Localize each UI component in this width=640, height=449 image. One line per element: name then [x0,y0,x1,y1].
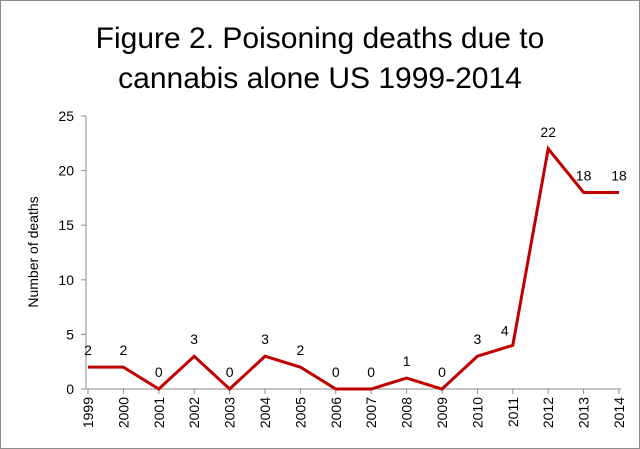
x-tick-label: 2001 [151,397,167,428]
data-label: 18 [576,167,592,183]
data-label: 2 [120,342,128,358]
x-tick-label: 2006 [328,397,344,428]
data-label: 0 [226,364,234,380]
x-tick-label: 2008 [399,397,415,428]
y-tick-label: 0 [66,381,74,397]
x-tick-label: 1999 [80,397,96,428]
data-label: 4 [501,322,509,338]
y-tick-label: 15 [58,217,74,233]
series-line [88,145,619,392]
x-tick-label: 2009 [434,397,450,428]
data-label: 2 [84,342,92,358]
data-label: 3 [474,331,482,347]
y-axis-label: Number of deaths [25,196,41,307]
series-layer [87,145,620,392]
y-tick-label: 20 [58,163,74,179]
x-tick-label: 2003 [222,397,238,428]
x-tick-label: 2004 [257,397,273,428]
x-tick-label: 2002 [186,397,202,428]
data-label: 0 [332,364,340,380]
x-tick-label: 2013 [576,397,592,428]
data-label: 0 [155,364,163,380]
data-label: 3 [190,331,198,347]
y-tick-label: 10 [58,272,74,288]
x-tick-label: 2011 [505,397,521,427]
x-tick-label: 2014 [611,397,627,428]
chart-title-line-1: Figure 2. Poisoning deaths due to [96,22,545,55]
x-tick-label: 2012 [540,397,556,428]
x-axis-ticks: 1999 2000 2001 2002 2003 2004 2005 2006 2007 2008… [80,389,627,428]
x-tick-label: 2000 [115,397,131,428]
data-label: 0 [367,364,375,380]
data-label: 18 [611,167,627,183]
data-label: 1 [403,353,411,369]
data-label: 0 [438,364,446,380]
y-tick-label: 25 [58,108,74,124]
data-label: 3 [261,331,269,347]
x-tick-label: 2010 [469,397,485,428]
x-tick-label: 2005 [292,397,308,428]
y-axis-ticks: 0 5 10 15 20 25 [58,108,86,397]
x-tick-label: 2007 [363,397,379,428]
data-label: 22 [540,124,556,140]
y-tick-label: 5 [66,326,74,342]
chart-title-line-2: cannabis alone US 1999-2014 [118,62,522,95]
data-label: 2 [297,342,305,358]
